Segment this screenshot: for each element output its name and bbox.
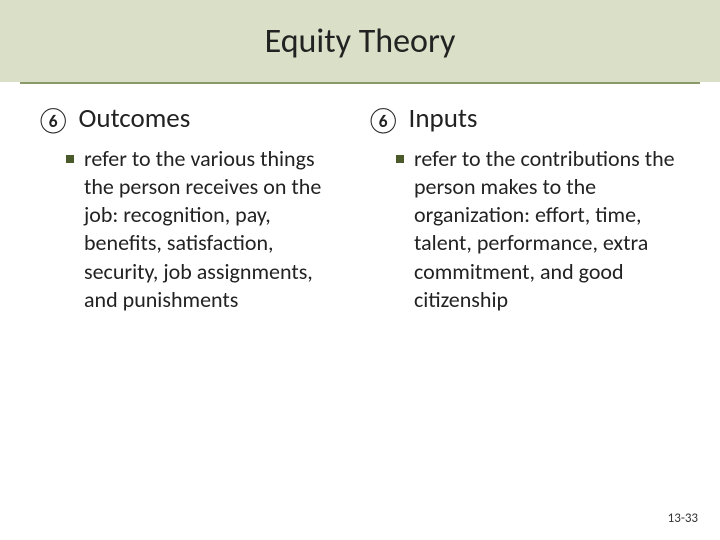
- square-bullet-icon: [66, 155, 74, 163]
- slide: Equity Theory ⑥ Outcomes refer to the va…: [0, 0, 720, 540]
- title-band: Equity Theory: [0, 0, 720, 82]
- bullet-item: refer to the various things the person r…: [36, 145, 354, 314]
- bullet-item: refer to the contributions the person ma…: [366, 145, 684, 314]
- column-heading: Inputs: [409, 102, 478, 135]
- column-outcomes: ⑥ Outcomes refer to the various things t…: [36, 102, 354, 314]
- column-heading: Outcomes: [79, 102, 191, 135]
- content-area: ⑥ Outcomes refer to the various things t…: [0, 84, 720, 314]
- circled-number-icon: ⑥: [36, 107, 71, 133]
- circled-number-icon: ⑥: [366, 107, 401, 133]
- bullet-text: refer to the contributions the person ma…: [414, 145, 678, 314]
- heading-row: ⑥ Outcomes: [36, 102, 354, 135]
- bullet-text: refer to the various things the person r…: [84, 145, 348, 314]
- column-inputs: ⑥ Inputs refer to the contributions the …: [366, 102, 684, 314]
- page-number: 13-33: [668, 511, 698, 526]
- heading-row: ⑥ Inputs: [366, 102, 684, 135]
- square-bullet-icon: [396, 155, 404, 163]
- slide-title: Equity Theory: [265, 21, 456, 62]
